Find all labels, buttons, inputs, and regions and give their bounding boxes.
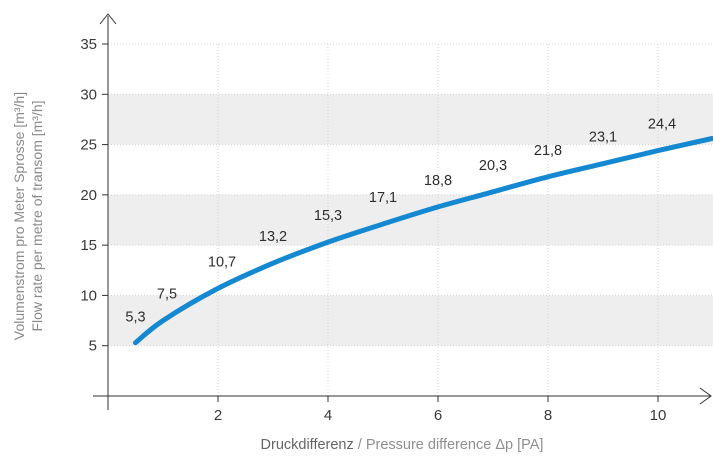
data-label: 21,8: [534, 143, 562, 159]
data-label: 7,5: [157, 287, 177, 303]
chart-gridlines: [108, 43, 713, 396]
x-axis-arrow: [699, 387, 712, 405]
y-tick-label: 5: [89, 338, 97, 355]
y-axis-label-line-1: Volumenstrom pro Meter Sprosse [m³/h]: [11, 92, 27, 340]
x-axis-label-en: Pressure difference Δp [PA]: [366, 437, 544, 453]
y-tick-label: 10: [80, 287, 97, 304]
data-label: 18,8: [424, 173, 452, 189]
data-label: 24,4: [648, 117, 676, 133]
y-tick-label: 25: [80, 137, 97, 154]
x-tick-label: 10: [650, 407, 667, 424]
y-tick-label: 15: [80, 237, 97, 254]
x-tick-label: 8: [544, 407, 552, 424]
data-label: 10,7: [208, 254, 236, 270]
y-axis-tick-labels: 5 10 15 20 25 30 35: [80, 36, 108, 355]
chart-axes: [93, 13, 712, 410]
background-band: [108, 295, 713, 346]
x-axis-label-de: Druckdifferenz: [261, 437, 354, 453]
x-axis-label: Druckdifferenz / Pressure difference Δp …: [261, 437, 544, 453]
data-label: 23,1: [589, 130, 617, 146]
background-band: [108, 94, 713, 145]
data-label: 13,2: [259, 229, 287, 245]
data-label: 20,3: [479, 158, 507, 174]
y-tick-label: 30: [80, 86, 97, 103]
data-labels: 5,3 7,5 10,7 13,2 15,3 17,1 18,8 20,3 21,8 23,1 24…: [125, 117, 676, 326]
data-label: 5,3: [125, 310, 145, 326]
series-line: [133, 136, 713, 346]
y-axis-label-line-2: Flow rate per metre of transom [m³/h]: [29, 100, 45, 331]
data-label: 17,1: [369, 190, 397, 206]
chart-background-bands: [108, 94, 713, 346]
y-tick-label: 35: [80, 36, 97, 53]
y-axis-arrow: [99, 13, 117, 25]
y-tick-label: 20: [80, 187, 97, 204]
x-tick-label: 6: [434, 407, 442, 424]
x-axis-tick-labels: 2 4 6 8 10: [214, 396, 667, 424]
data-label: 15,3: [314, 208, 342, 224]
x-axis-label-separator: /: [354, 437, 366, 453]
background-band: [108, 194, 713, 246]
x-tick-label: 2: [214, 407, 222, 424]
x-tick-label: 4: [324, 407, 332, 424]
